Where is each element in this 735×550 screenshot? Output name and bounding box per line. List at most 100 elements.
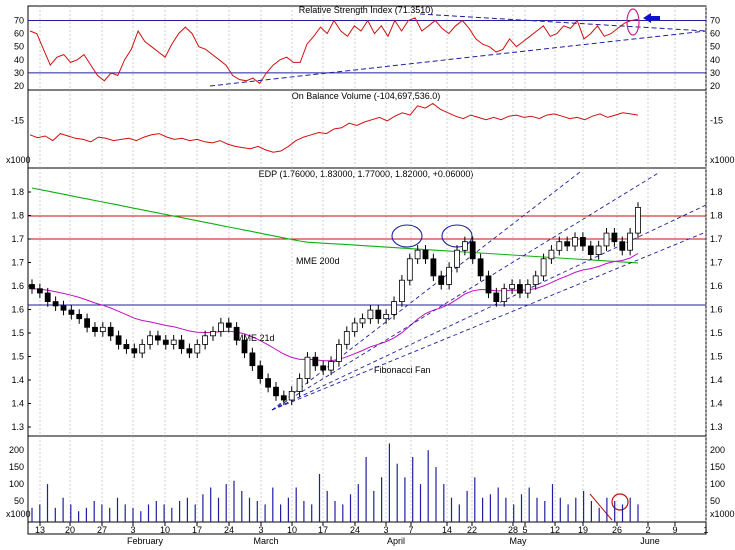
price-ytick-left: 1.7 xyxy=(11,258,24,268)
candle-body xyxy=(572,236,578,247)
candle-body xyxy=(509,284,516,290)
obv-ytick-left: -15 xyxy=(11,115,24,125)
price-ytick-left: 1.5 xyxy=(11,352,24,362)
volume-ytick-right: 200 xyxy=(710,445,725,455)
fibonacci-fan-line xyxy=(271,171,661,411)
volume-ytick-left: 50 xyxy=(14,496,24,506)
candle-body xyxy=(564,241,571,247)
candle-body xyxy=(99,326,106,332)
x-tick-label: 24 xyxy=(224,525,234,535)
price-ytick-right: 1.5 xyxy=(710,328,723,338)
price-ytick-left: 1.7 xyxy=(11,234,24,244)
obv-line xyxy=(29,102,639,153)
rsi-highlight-ellipse xyxy=(626,8,640,36)
x-tick-label: 17 xyxy=(192,525,202,535)
price-ytick-left: 1.5 xyxy=(11,328,24,338)
candle-body xyxy=(351,322,358,333)
candle-body xyxy=(493,292,500,303)
price-ytick-left: 1.3 xyxy=(11,422,24,432)
candle-body xyxy=(154,335,161,341)
mme-21d-line xyxy=(31,252,639,362)
candle-body xyxy=(249,352,256,367)
x-tick-label: 19 xyxy=(578,525,588,535)
price-ytick-left: 1.6 xyxy=(11,305,24,315)
month-label: February xyxy=(127,536,164,546)
candle-body xyxy=(115,335,122,345)
price-ytick-right: 1.8 xyxy=(710,187,723,197)
month-label: March xyxy=(253,536,278,546)
candle-body xyxy=(107,326,114,337)
x-tick-label: 9 xyxy=(672,525,677,535)
x-tick-label: 20 xyxy=(65,525,75,535)
price-title: EDP (1.76000, 1.83000, 1.77000, 1.82000,… xyxy=(259,169,474,179)
candle-body xyxy=(587,245,594,256)
candle-body xyxy=(524,284,531,294)
x-tick-label: 27 xyxy=(97,525,107,535)
mme-200d-label: MME 200d xyxy=(296,256,340,266)
rsi-ytick-left: 50 xyxy=(14,42,24,52)
candle-body xyxy=(320,365,327,371)
rsi-ytick-left: 30 xyxy=(14,68,24,78)
candle-body xyxy=(92,326,98,332)
candle-body xyxy=(328,361,335,371)
candle-body xyxy=(162,339,169,345)
price-ytick-right: 1.4 xyxy=(710,399,723,409)
obv-title: On Balance Volume (-104,697,536.0) xyxy=(292,91,441,101)
candle-body xyxy=(540,258,547,277)
candle-body xyxy=(391,301,397,315)
candle-body xyxy=(461,241,468,251)
price-ytick-right: 1.8 xyxy=(710,211,723,221)
candle-body xyxy=(68,309,75,315)
rsi-ytick-left: 40 xyxy=(14,55,24,65)
top-highlight-ellipse xyxy=(391,224,423,248)
volume-scale-marker: x1000 xyxy=(6,509,31,519)
candle-body xyxy=(469,241,476,260)
x-tick-label: 14 xyxy=(442,525,452,535)
candle-body xyxy=(44,292,51,303)
candle-body xyxy=(556,241,563,251)
volume-trendline xyxy=(589,493,613,521)
price-ytick-left: 1.6 xyxy=(11,281,24,291)
fibonacci-fan-line xyxy=(271,231,707,411)
price-ytick-right: 1.7 xyxy=(710,234,723,244)
candle-body xyxy=(170,339,177,345)
candle-body xyxy=(532,275,539,285)
month-label: June xyxy=(640,536,660,546)
month-label: April xyxy=(387,536,405,546)
candle-body xyxy=(194,343,201,354)
rsi-ytick-left: 20 xyxy=(14,81,24,91)
candle-body xyxy=(37,288,43,294)
candle-body xyxy=(367,309,374,320)
x-tick-label: 3 xyxy=(258,525,263,535)
candle-body xyxy=(210,331,216,337)
candle-body xyxy=(343,331,350,345)
candle-body xyxy=(335,343,342,362)
candle-body xyxy=(383,313,390,320)
mme-21d-label: MME 21d xyxy=(236,333,275,343)
candle-body xyxy=(477,258,484,277)
price-ytick-right: 1.3 xyxy=(710,422,723,432)
price-ytick-right: 1.6 xyxy=(710,305,723,315)
fibonacci-fan-line xyxy=(271,204,707,411)
candle-body xyxy=(257,365,264,379)
candle-body xyxy=(280,395,287,401)
rsi-ytick-right: 70 xyxy=(710,16,720,26)
x-tick-label: 3 xyxy=(383,525,388,535)
candle-body xyxy=(627,232,633,251)
price-ytick-right: 1.4 xyxy=(710,375,723,385)
obv-ytick-right: -15 xyxy=(710,115,723,125)
x-tick-label: 13 xyxy=(35,525,45,535)
rsi-title: Relative Strength Index (71.3510) xyxy=(299,5,434,15)
candle-body xyxy=(273,386,279,397)
rsi-ytick-left: 60 xyxy=(14,29,24,39)
price-ytick-right: 1.7 xyxy=(710,258,723,268)
candle-body xyxy=(265,378,272,388)
candle-body xyxy=(123,343,130,350)
price-ytick-left: 1.8 xyxy=(11,211,24,221)
candle-body xyxy=(296,378,303,392)
candle-body xyxy=(178,339,185,350)
candle-body xyxy=(241,339,248,354)
x-tick-label: 3 xyxy=(130,525,135,535)
candle-body xyxy=(485,275,492,294)
